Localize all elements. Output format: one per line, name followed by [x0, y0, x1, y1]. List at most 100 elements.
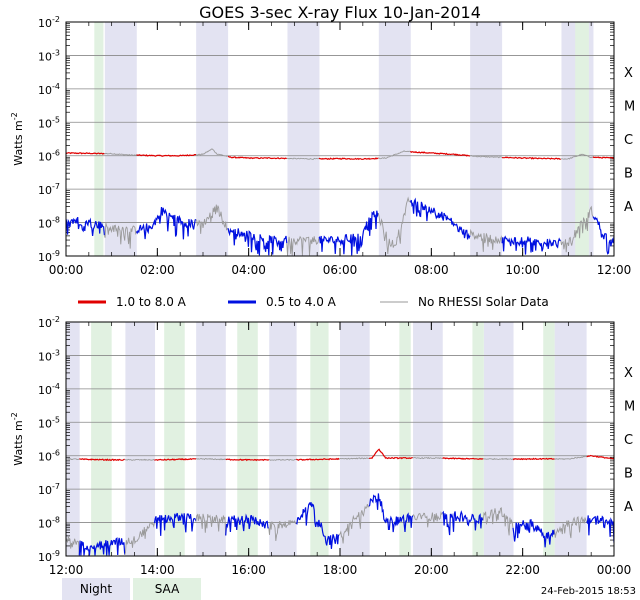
saa-band	[472, 322, 484, 556]
x-tick-label: 00:00	[597, 563, 632, 577]
flare-class-label: X	[624, 66, 633, 81]
short-channel-line	[195, 204, 229, 234]
long-channel-line	[195, 148, 229, 157]
night-band	[66, 322, 80, 556]
flare-class-label: C	[624, 133, 633, 148]
y-tick-label: 10-6	[38, 149, 60, 164]
y-axis-label: Watts m-2	[10, 412, 25, 465]
x-tick-label: 00:00	[49, 263, 84, 277]
flare-class-label: X	[624, 366, 633, 381]
short-channel-line	[409, 197, 471, 240]
y-tick-label: 10-6	[38, 449, 60, 464]
y-tick-label: 10-7	[38, 182, 60, 197]
short-channel-line	[560, 205, 594, 253]
long-channel-line	[586, 454, 614, 460]
short-channel-line	[412, 511, 443, 528]
legend-label-none: No RHESSI Solar Data	[418, 295, 549, 309]
long-channel-line	[296, 457, 340, 461]
long-channel-line	[227, 155, 287, 160]
flare-class-label: M	[624, 400, 635, 415]
short-channel-line	[469, 228, 503, 252]
plot-frame	[65, 321, 615, 557]
long-channel-line	[501, 156, 561, 160]
night-band	[378, 22, 411, 256]
saa-band	[91, 322, 112, 556]
legend-label-short: 0.5 to 4.0 A	[266, 295, 337, 309]
short-channel-line	[268, 519, 297, 541]
short-channel-line	[318, 210, 379, 256]
x-tick-label: 16:00	[231, 563, 266, 577]
night-band	[287, 22, 320, 256]
flare-class-label: A	[624, 500, 633, 515]
saa-band	[94, 22, 104, 256]
short-channel-line	[501, 235, 561, 255]
short-channel-line	[66, 217, 105, 236]
chart-panel-2: 10-2 10-3 10-4 10-5 10-6 10-7 10-8 10-9 Watts m-…	[10, 315, 635, 577]
saa-band	[575, 22, 589, 256]
y-tick-label: 10-8	[38, 516, 60, 531]
y-tick-label: 10-5	[38, 415, 60, 430]
long-channel-line	[338, 457, 370, 460]
y-tick-label: 10-9	[38, 549, 60, 564]
x-tick-label: 06:00	[323, 263, 358, 277]
series-group	[66, 148, 614, 256]
y-tick-label: 10-8	[38, 216, 60, 231]
x-tick-label: 02:00	[140, 263, 175, 277]
long-channel-line	[136, 154, 196, 157]
saa-band	[164, 322, 185, 556]
x-tick-label: 20:00	[414, 563, 449, 577]
legend-label-long: 1.0 to 8.0 A	[116, 295, 187, 309]
y-tick-label: 10-3	[38, 48, 60, 63]
saa-band	[310, 322, 329, 556]
x-tick-label: 12:00	[49, 563, 84, 577]
flare-class-label: M	[624, 100, 635, 115]
chart-panel-1: 10-2 10-3 10-4 10-5 10-6 10-7 10-8 10-9 Watts m-…	[10, 15, 635, 277]
short-channel-line	[153, 512, 197, 536]
shade-legend: Night SAA	[62, 578, 201, 600]
x-tick-label: 12:00	[597, 263, 632, 277]
night-band	[104, 22, 137, 256]
short-channel-line	[78, 537, 126, 556]
long-channel-line	[79, 458, 125, 462]
saa-band	[399, 322, 411, 556]
y-tick-label: 10-7	[38, 482, 60, 497]
y-tick-label: 10-4	[38, 82, 60, 97]
x-tick-label: 08:00	[414, 263, 449, 277]
x-tick-label: 22:00	[505, 563, 540, 577]
flare-class-label: C	[624, 433, 633, 448]
short-channel-line	[195, 513, 227, 536]
night-band	[483, 322, 514, 556]
y-tick-label: 10-9	[38, 249, 60, 264]
night-band	[470, 22, 503, 256]
long-channel-line	[104, 152, 137, 157]
long-channel-line	[66, 151, 105, 155]
night-band	[269, 322, 297, 556]
short-channel-line	[227, 227, 288, 256]
long-channel-line	[154, 457, 196, 462]
short-channel-line	[286, 235, 320, 256]
shade-swatch-0	[62, 578, 130, 600]
short-channel-line	[103, 222, 137, 249]
long-channel-line	[412, 456, 443, 460]
long-channel-line	[442, 457, 484, 460]
long-channel-line	[195, 458, 226, 461]
y-tick-label: 10-3	[38, 348, 60, 363]
series-group	[66, 448, 614, 556]
x-tick-label: 10:00	[505, 263, 540, 277]
night-band	[554, 322, 587, 556]
long-channel-line	[378, 150, 411, 160]
long-channel-line	[225, 458, 270, 462]
short-channel-line	[442, 510, 484, 536]
long-channel-line	[268, 458, 297, 462]
short-channel-line	[512, 518, 556, 548]
long-channel-line	[469, 155, 503, 159]
long-channel-line	[554, 455, 587, 460]
long-channel-line	[512, 457, 555, 461]
shade-label-0: Night	[80, 582, 113, 596]
short-channel-line	[368, 493, 414, 533]
series-legend: 1.0 to 8.0 A 0.5 to 4.0 A No RHESSI Solar …	[78, 295, 549, 309]
short-channel-line	[338, 503, 370, 544]
y-tick-label: 10-2	[38, 15, 60, 30]
plot-frame	[65, 21, 615, 257]
